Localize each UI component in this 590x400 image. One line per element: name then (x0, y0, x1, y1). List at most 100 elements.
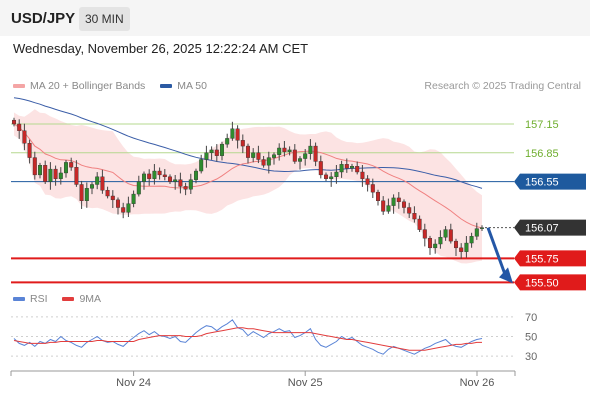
candle-body (443, 229, 448, 238)
candle-body (152, 170, 157, 179)
candle (256, 145, 261, 164)
candle-body (115, 199, 120, 208)
candle (214, 144, 219, 162)
candle-body (209, 149, 214, 153)
candle-body (412, 213, 417, 220)
candle (141, 171, 146, 190)
candle-body (22, 130, 27, 144)
candle-body (474, 228, 479, 237)
candle-body (386, 205, 391, 212)
candle (417, 215, 422, 232)
candle (443, 226, 448, 241)
candle (334, 164, 339, 184)
candle (251, 148, 256, 163)
candle (381, 196, 386, 215)
candle (350, 163, 355, 172)
candle (131, 190, 136, 208)
candle-body (365, 178, 370, 185)
candle (32, 151, 37, 180)
candle (396, 192, 401, 209)
candle-body (43, 165, 48, 182)
candle-body (95, 176, 100, 185)
candle (355, 161, 360, 175)
legend-ma50-label: MA 50 (177, 80, 207, 92)
candle-body (438, 237, 443, 245)
time-axis-label: Nov 24 (116, 377, 151, 389)
candle (74, 160, 79, 187)
candle (245, 143, 250, 164)
candle (48, 162, 53, 190)
candle (79, 180, 84, 209)
candle-body (17, 123, 22, 131)
candle (376, 189, 381, 206)
candle-body (287, 149, 292, 153)
candle-body (214, 149, 219, 156)
rsi-tick-label: 70 (525, 312, 537, 324)
candle (459, 243, 464, 259)
candle (95, 172, 100, 190)
legend-item-rsi: RSI (13, 293, 48, 305)
candle-body (344, 164, 349, 169)
candle (22, 123, 27, 151)
rsi-tick-label: 50 (525, 332, 537, 344)
candle (157, 167, 162, 180)
rsi-chart: 70 50 30 (11, 312, 537, 363)
candle (115, 197, 120, 215)
candle-body (136, 181, 141, 195)
candle-body (147, 173, 152, 179)
candle (110, 190, 115, 208)
candle-body (339, 164, 344, 173)
candle-body (32, 157, 37, 176)
main-legend: MA 20 + Bollinger Bands MA 50 (13, 80, 207, 92)
candle (266, 151, 271, 174)
candle-body (417, 218, 422, 230)
candle (105, 186, 110, 199)
candle-body (110, 195, 115, 201)
candle-body (193, 170, 198, 180)
candle (313, 142, 318, 167)
candle-body (157, 170, 162, 176)
candle-body (428, 238, 433, 249)
time-axis-label: Nov 26 (460, 377, 495, 389)
candle (386, 198, 391, 214)
candle-body (360, 171, 365, 179)
candle-body (318, 161, 323, 176)
candle (303, 149, 308, 166)
rsi-tick-label: 30 (525, 351, 537, 363)
candle (53, 165, 58, 186)
legend-item-ma50: MA 50 (160, 80, 207, 92)
candle-body (407, 207, 412, 214)
candle-body (329, 176, 334, 179)
candle-body (350, 166, 355, 169)
candle-body (162, 174, 167, 178)
candle (209, 146, 214, 160)
candle (287, 146, 292, 156)
candle (344, 158, 349, 173)
candle (298, 156, 303, 170)
candle-body (480, 227, 485, 229)
legend-item-rsi-ma: 9MA (62, 293, 101, 305)
legend-rsi-ma-label: 9MA (79, 293, 102, 305)
candle (136, 175, 141, 197)
candle (469, 232, 474, 248)
candle-body (402, 201, 407, 208)
candle (438, 230, 443, 249)
candle (474, 222, 479, 240)
candle (329, 172, 334, 187)
interval-button[interactable]: 30 MIN (79, 7, 130, 31)
candle (193, 168, 198, 184)
rsi-legend: RSI 9MA (13, 293, 101, 305)
candle-body (131, 193, 136, 204)
candle-body (277, 147, 282, 155)
candle (230, 121, 235, 141)
candle (339, 160, 344, 178)
candle-body (464, 242, 469, 252)
candle (454, 238, 459, 256)
candle-body (459, 247, 464, 252)
candle (370, 178, 375, 199)
candle (84, 182, 89, 208)
candle-body (173, 179, 178, 182)
candle-body (251, 152, 256, 158)
candle (428, 235, 433, 255)
ma50-line (13, 97, 483, 189)
